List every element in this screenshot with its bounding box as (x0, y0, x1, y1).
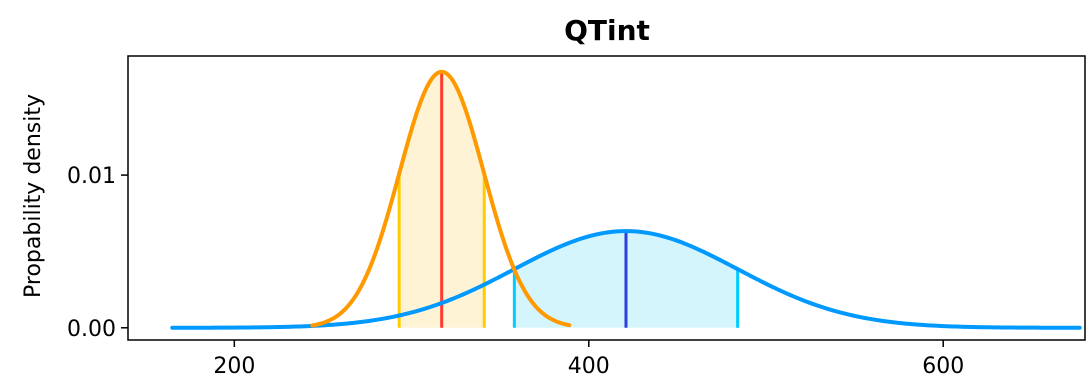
y-tick-label-0.01: 0.01 (67, 164, 116, 189)
plot-area (170, 69, 1082, 330)
x-tick-label-200: 200 (213, 354, 255, 379)
y-tick-label-0.00: 0.00 (67, 317, 116, 342)
chart-title: QTint (564, 14, 650, 47)
x-tick-label-600: 600 (922, 354, 964, 379)
series-2-curve (170, 229, 1082, 330)
axes-frame (127, 55, 1086, 341)
y-axis-label: Propability density (21, 94, 46, 298)
series-1-curve (310, 69, 572, 328)
axes: 200 400 600 0.00 0.01 (67, 55, 1086, 379)
x-tick-label-400: 400 (568, 354, 610, 379)
